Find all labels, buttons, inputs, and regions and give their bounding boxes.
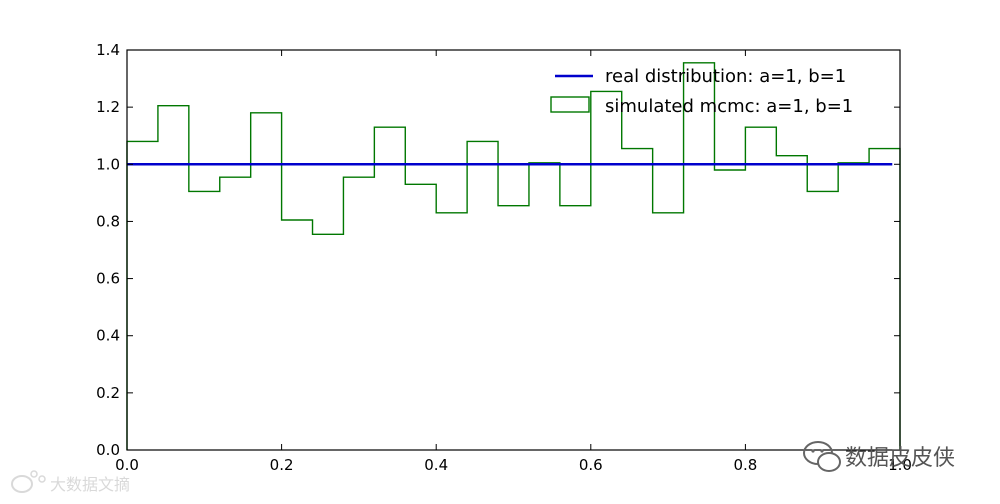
x-tick-label: 0.4 <box>424 456 448 474</box>
y-tick-label: 1.4 <box>96 41 120 59</box>
watermark-right-text: 数据皮皮侠 <box>845 446 955 471</box>
histogram-bin <box>282 220 313 450</box>
watermark-right: 数据皮皮侠 <box>803 441 955 472</box>
histogram-bin <box>374 127 405 450</box>
watermark-left-text: 大数据文摘 <box>50 475 130 494</box>
histogram-bin <box>622 149 653 450</box>
plot-layer <box>126 62 901 450</box>
histogram-bin <box>220 177 251 450</box>
y-tick-label: 0.8 <box>96 212 120 230</box>
histogram-bin <box>560 206 591 450</box>
x-tick-label: 0.2 <box>270 456 294 474</box>
y-tick-label: 0.0 <box>96 441 120 459</box>
x-tick-label: 0.0 <box>115 456 139 474</box>
legend-label-simulated-mcmc: simulated mcmc: a=1, b=1 <box>605 96 853 117</box>
histogram-bin <box>684 63 715 450</box>
wechat-logo-icon <box>803 441 841 472</box>
series-simulated-mcmc-step <box>126 62 901 450</box>
histogram-bin <box>127 141 158 450</box>
histogram-bin <box>838 163 869 450</box>
histogram-bin <box>343 177 374 450</box>
histogram-bin <box>158 106 189 450</box>
x-tick-label: 0.8 <box>733 456 757 474</box>
legend-label-real-distribution: real distribution: a=1, b=1 <box>605 66 846 87</box>
legend: real distribution: a=1, b=1 simulated mcm… <box>550 66 853 117</box>
y-tick-label: 0.6 <box>96 270 120 288</box>
histogram-bin <box>189 191 220 450</box>
histogram-bin <box>714 170 745 450</box>
weibo-logo-icon <box>11 470 46 493</box>
histogram-bin <box>653 213 684 450</box>
histogram-bin <box>313 234 344 450</box>
axes-layer: 0.0 0.2 0.4 0.6 0.8 1.0 1.2 1.4 0.0 0.2 0.4 0.6 0.8 1… <box>96 41 912 474</box>
histogram-bin <box>498 206 529 450</box>
legend-swatch-simulated-mcmc <box>550 96 590 113</box>
histogram-bin <box>869 149 900 450</box>
y-tick-label: 0.2 <box>96 384 120 402</box>
histogram-bin <box>529 163 560 450</box>
x-tick-label: 1.0 <box>888 456 912 474</box>
histogram-bin <box>745 127 776 450</box>
x-tick-label: 0.6 <box>579 456 603 474</box>
watermark-left: 大数据文摘 <box>11 470 130 494</box>
histogram-bin <box>591 91 622 450</box>
histogram-bin <box>807 191 838 450</box>
y-tick-label: 0.4 <box>96 327 120 345</box>
histogram-bin <box>436 213 467 450</box>
y-tick-label: 1.2 <box>96 98 120 116</box>
histogram-bin <box>405 184 436 450</box>
histogram-bin <box>776 156 807 450</box>
plot-frame <box>126 49 901 451</box>
histogram-bin <box>467 141 498 450</box>
y-tick-label: 1.0 <box>96 155 120 173</box>
